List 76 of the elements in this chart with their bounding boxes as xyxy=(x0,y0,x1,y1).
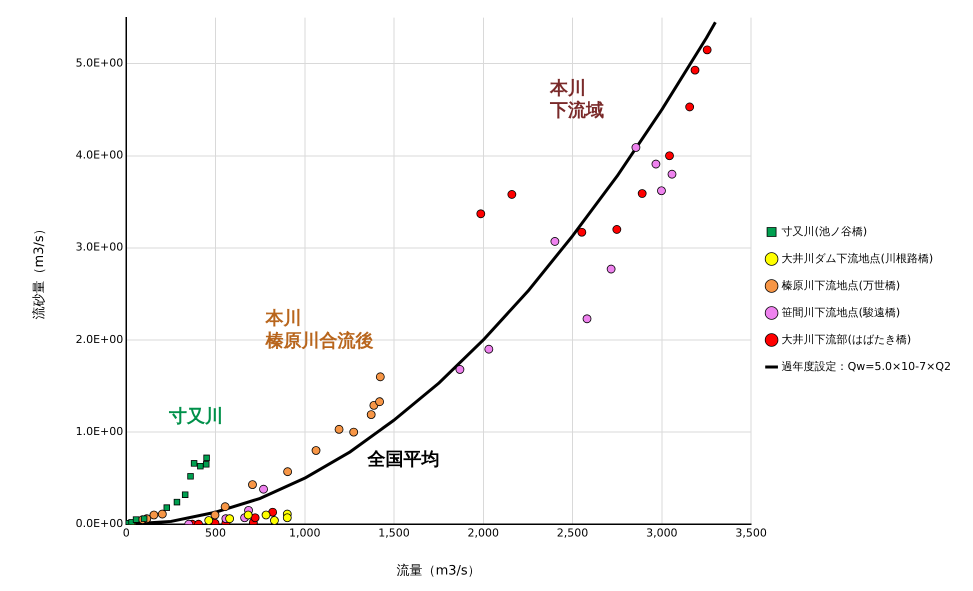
point xyxy=(203,454,210,462)
annotation: 本川 xyxy=(549,78,586,99)
point xyxy=(507,190,516,199)
point xyxy=(476,209,486,218)
x-tick-label: 2,000 xyxy=(468,526,500,540)
point xyxy=(174,498,180,506)
x-tick-label: 500 xyxy=(205,526,226,540)
point xyxy=(582,314,592,324)
y-tick-label: 4.0E+00 xyxy=(76,148,124,162)
y-tick-label: 0.0E+00 xyxy=(76,517,124,530)
legend-label: 寸又川(池ノ谷橋) xyxy=(782,224,868,238)
annotation: 本川 xyxy=(264,308,302,330)
x-axis-title: 流量（m3/s） xyxy=(396,562,481,579)
point xyxy=(632,143,640,152)
point xyxy=(550,237,560,246)
x-tick-label: 1,500 xyxy=(378,526,410,540)
point xyxy=(259,484,268,494)
point xyxy=(283,467,292,476)
point xyxy=(638,189,647,198)
x-tick-label: 0 xyxy=(122,526,130,540)
y-tick-label: 3.0E+00 xyxy=(76,240,124,254)
legend-label: 過年度設定：Qw=5.0×10-7×Q2 xyxy=(782,360,951,373)
point xyxy=(366,410,376,419)
point xyxy=(262,510,270,520)
point xyxy=(349,428,358,436)
point xyxy=(182,491,188,498)
point xyxy=(150,510,158,520)
point xyxy=(250,513,260,522)
legend-label: 笹間川下流地点(駿遠橋) xyxy=(782,306,900,319)
point xyxy=(187,473,194,480)
point xyxy=(612,225,622,234)
y-tick-label: 1.0E+00 xyxy=(76,424,124,438)
point xyxy=(484,344,494,354)
point xyxy=(210,510,220,520)
point xyxy=(665,151,674,160)
x-tick-label: 3,000 xyxy=(646,526,678,540)
x-tick-label: 2,500 xyxy=(556,526,588,540)
point xyxy=(702,45,712,54)
point xyxy=(197,462,204,470)
annotation: 寸又川 xyxy=(168,406,224,427)
legend-label: 榛原川下流地点(万世橋) xyxy=(782,278,900,292)
point xyxy=(190,460,198,467)
point xyxy=(225,514,234,524)
point xyxy=(270,516,279,524)
y-tick-label: 2.0E+00 xyxy=(76,332,124,346)
point xyxy=(577,228,586,237)
point xyxy=(132,516,140,523)
point xyxy=(668,170,676,179)
point xyxy=(685,102,694,112)
point xyxy=(164,504,170,511)
point xyxy=(456,365,464,374)
point xyxy=(282,513,292,522)
point xyxy=(334,424,344,434)
x-tick-label: 1,000 xyxy=(289,526,321,540)
y-axis-title: 流砂量（m3/s） xyxy=(31,222,48,320)
point xyxy=(244,510,253,520)
legend-label: 大井川下流部(はばたき橋) xyxy=(782,332,912,346)
point xyxy=(376,372,385,382)
point xyxy=(375,397,384,406)
point xyxy=(220,502,230,512)
point xyxy=(606,264,616,274)
point xyxy=(203,461,210,468)
annotation: 全国平均 xyxy=(366,449,440,470)
point xyxy=(652,160,660,168)
y-tick-label: 5.0E+00 xyxy=(76,56,124,70)
annotation: 榛原川合流後 xyxy=(264,330,374,352)
x-tick-label: 3,500 xyxy=(735,526,767,540)
point xyxy=(204,516,214,524)
point xyxy=(657,186,666,196)
point xyxy=(140,515,148,522)
point xyxy=(690,66,700,74)
point xyxy=(158,510,167,518)
annotation: 下流域 xyxy=(549,100,604,122)
point xyxy=(248,480,257,489)
legend-label: 大井川ダム下流地点(川根路橋) xyxy=(782,252,934,265)
point xyxy=(312,446,320,455)
